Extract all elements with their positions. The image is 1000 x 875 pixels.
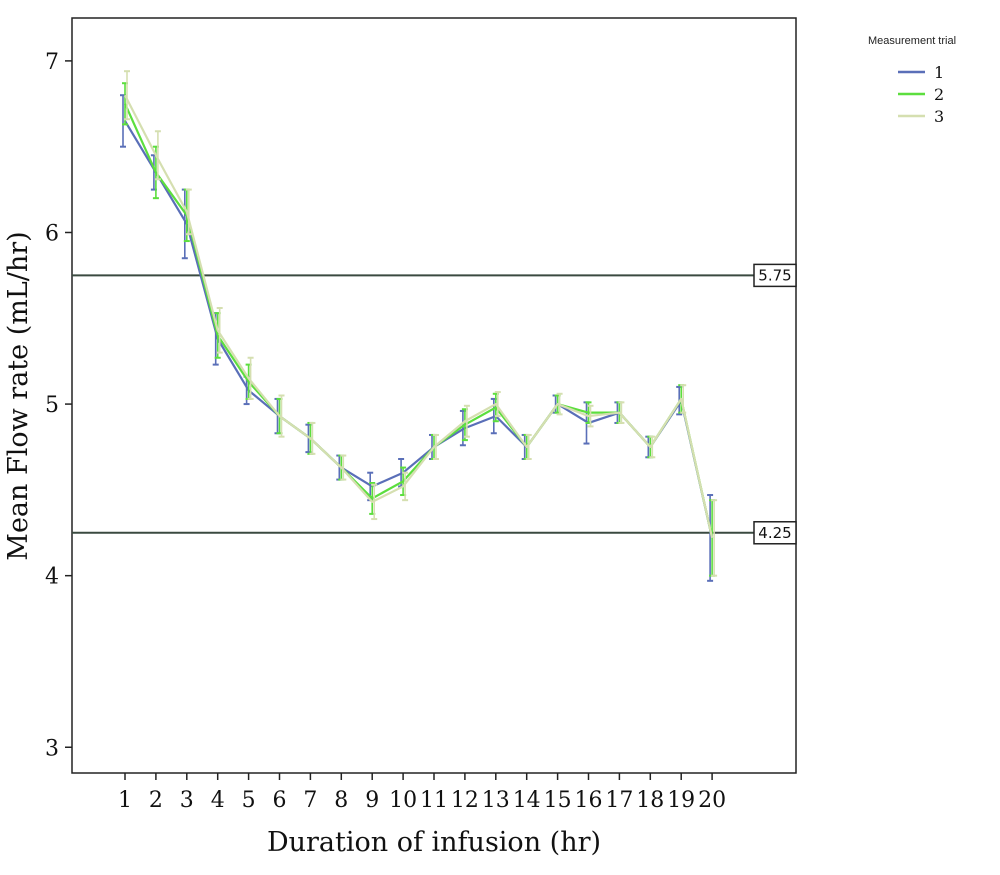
plot-area <box>71 17 797 774</box>
x-tick-label-16: 16 <box>575 788 603 813</box>
y-tick-label-5: 5 <box>45 393 59 418</box>
x-tick-label-10: 10 <box>389 788 417 813</box>
series-3 <box>124 70 718 577</box>
x-tick-label-7: 7 <box>303 788 317 813</box>
x-tick-label-1: 1 <box>118 788 132 813</box>
x-axis-title: Duration of infusion (hr) <box>267 827 601 858</box>
x-tick-label-19: 19 <box>667 788 695 813</box>
series-line-3 <box>124 94 714 539</box>
x-tick-label-9: 9 <box>365 788 379 813</box>
y-tick-label-3: 3 <box>45 736 59 761</box>
x-tick-label-18: 18 <box>636 788 664 813</box>
x-tick-label-8: 8 <box>334 788 348 813</box>
series-1 <box>120 94 714 582</box>
series-line-2 <box>123 103 714 539</box>
y-tick-label-4: 4 <box>45 565 59 590</box>
plot-frame <box>71 17 797 774</box>
series-line-1 <box>124 120 714 539</box>
x-tick-label-4: 4 <box>211 788 225 813</box>
x-tick-label-11: 11 <box>420 788 448 813</box>
legend-label-3: 3 <box>934 107 944 126</box>
x-tick-label-15: 15 <box>544 788 572 813</box>
y-axis: 3 4 5 6 7 <box>45 50 72 761</box>
x-tick-label-5: 5 <box>242 788 256 813</box>
x-tick-label-2: 2 <box>149 788 163 813</box>
x-tick-label-3: 3 <box>180 788 194 813</box>
reference-label-box-4.25 <box>753 521 797 545</box>
legend-label-1: 1 <box>934 63 944 82</box>
y-tick-label-6: 6 <box>45 221 59 246</box>
reference-label-4.25: 4.25 <box>758 524 791 542</box>
legend: Measurement trial 1 2 3 <box>868 35 956 126</box>
x-tick-label-14: 14 <box>513 788 541 813</box>
reference-lines: 5.75 4.25 <box>72 263 797 545</box>
x-axis: 1 2 3 4 5 6 7 8 9 10 11 12 13 14 15 16 17 18 19 20 <box>118 773 726 813</box>
legend-label-2: 2 <box>934 85 944 104</box>
x-tick-label-13: 13 <box>482 788 510 813</box>
x-tick-label-6: 6 <box>273 788 287 813</box>
reference-label-box-5.75 <box>753 263 797 288</box>
reference-label-5.75: 5.75 <box>758 266 791 284</box>
x-tick-label-20: 20 <box>698 788 726 813</box>
y-tick-label-7: 7 <box>45 50 59 75</box>
x-tick-label-12: 12 <box>451 788 479 813</box>
series-layer <box>120 70 718 582</box>
series-2 <box>122 82 716 577</box>
x-tick-label-17: 17 <box>605 788 633 813</box>
legend-title: Measurement trial <box>868 35 956 47</box>
y-axis-title: Mean Flow rate (mL/hr) <box>3 231 34 560</box>
